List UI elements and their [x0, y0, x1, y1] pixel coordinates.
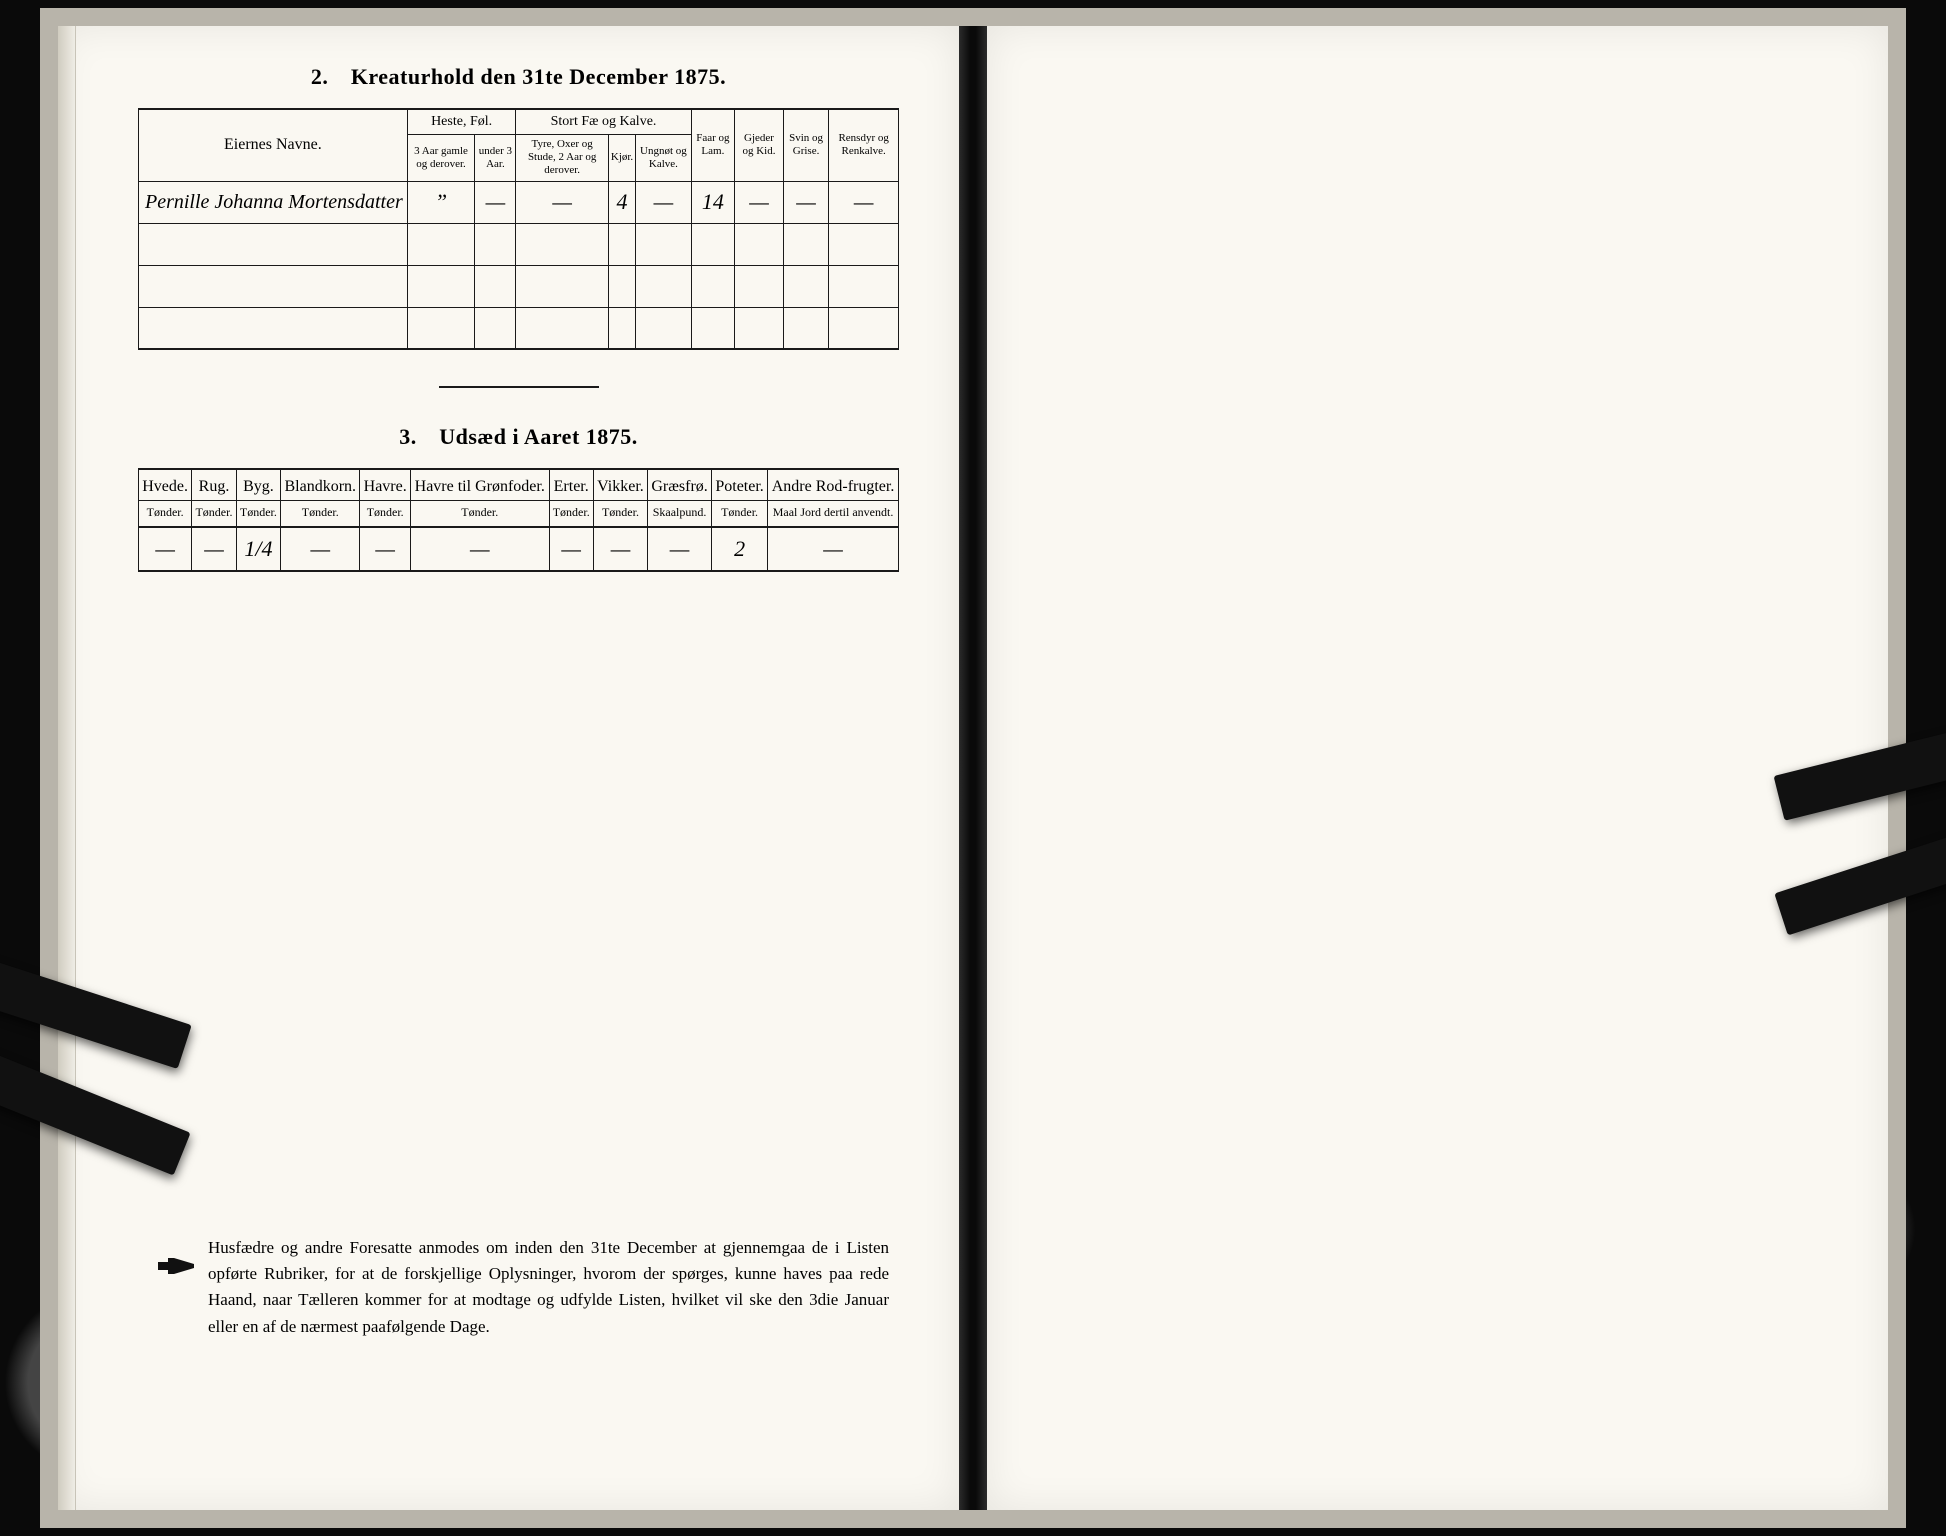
book-edge: [40, 8, 1906, 26]
table2-title: 3. Udsæd i Aaret 1875.: [138, 424, 899, 450]
col-owner-name: Eiernes Navne.: [139, 109, 408, 181]
cell-pigs: —: [783, 181, 829, 223]
seed-col-unit: Tønder.: [593, 501, 647, 528]
col-pigs: Svin og Grise.: [783, 109, 829, 181]
seed-col-unit: Tønder.: [712, 501, 768, 528]
col-group-horses: Heste, Føl.: [407, 109, 516, 135]
right-page-blank: [987, 26, 1888, 1510]
col-sheep: Faar og Lam.: [691, 109, 735, 181]
seed-cell: —: [768, 527, 899, 571]
seed-col-header: Havre til Grønfoder.: [410, 469, 549, 501]
seed-col-header: Byg.: [236, 469, 280, 501]
seed-col-header: Poteter.: [712, 469, 768, 501]
seed-col-header: Rug.: [192, 469, 236, 501]
seed-col-unit: Skaalpund.: [648, 501, 712, 528]
left-page: 2. Kreaturhold den 31te December 1875. E…: [58, 26, 959, 1510]
cell-owner-name: Pernille Johanna Mortensdatter: [139, 181, 408, 223]
seed-col-unit: Tønder.: [236, 501, 280, 528]
seed-col-header: Hvede.: [139, 469, 192, 501]
seed-col-unit: Maal Jord dertil anvendt.: [768, 501, 899, 528]
seed-col-header: Havre.: [360, 469, 411, 501]
cell-goats: —: [735, 181, 784, 223]
seed-cell: —: [549, 527, 593, 571]
seed-cell: —: [360, 527, 411, 571]
cell-c1: —: [516, 181, 608, 223]
empty-cell: [139, 307, 408, 349]
seed-cell: —: [410, 527, 549, 571]
seed-col-header: Vikker.: [593, 469, 647, 501]
col-bulls-oxen: Tyre, Oxer og Stude, 2 Aar og derover.: [516, 135, 608, 182]
col-calves: Ungnøt og Kalve.: [636, 135, 691, 182]
seed-cell: —: [139, 527, 192, 571]
col-reindeer: Rensdyr og Renkalve.: [829, 109, 899, 181]
empty-cell: [139, 223, 408, 265]
cell-sheep: 14: [691, 181, 735, 223]
seed-cell: —: [192, 527, 236, 571]
col-group-cattle: Stort Fæ og Kalve.: [516, 109, 691, 135]
seed-col-unit: Tønder.: [360, 501, 411, 528]
footnote-text: Husfædre og andre Foresatte anmodes om i…: [208, 1235, 889, 1340]
cell-h1: ”: [407, 181, 475, 223]
seed-col-header: Græsfrø.: [648, 469, 712, 501]
divider-rule: [439, 386, 599, 388]
seed-col-unit: Tønder.: [192, 501, 236, 528]
seed-col-unit: Tønder.: [281, 501, 360, 528]
cell-c3: —: [636, 181, 691, 223]
seed-col-unit: Tønder.: [410, 501, 549, 528]
seed-cell: —: [281, 527, 360, 571]
seed-col-header: Andre Rod-frugter.: [768, 469, 899, 501]
seed-cell: —: [648, 527, 712, 571]
seed-table: Hvede.Rug.Byg.Blandkorn.Havre.Havre til …: [138, 468, 899, 572]
book-edge: [40, 1510, 1906, 1528]
seed-cell: 2: [712, 527, 768, 571]
col-goats: Gjeder og Kid.: [735, 109, 784, 181]
cell-reindeer: —: [829, 181, 899, 223]
pointing-hand-icon: [156, 1254, 198, 1278]
book-gutter: [959, 26, 987, 1510]
seed-col-header: Blandkorn.: [281, 469, 360, 501]
cell-h2: —: [475, 181, 516, 223]
seed-cell: —: [593, 527, 647, 571]
col-horses-3plus: 3 Aar gamle og derover.: [407, 135, 475, 182]
cell-c2: 4: [608, 181, 635, 223]
seed-col-unit: Tønder.: [549, 501, 593, 528]
seed-cell: 1/4: [236, 527, 280, 571]
empty-cell: [139, 265, 408, 307]
col-cows: Kjør.: [608, 135, 635, 182]
seed-col-unit: Tønder.: [139, 501, 192, 528]
book-edge: [40, 8, 58, 1528]
seed-col-header: Erter.: [549, 469, 593, 501]
livestock-table: Eiernes Navne. Heste, Føl. Stort Fæ og K…: [138, 108, 899, 350]
page-fold: [58, 26, 76, 1510]
table1-title: 2. Kreaturhold den 31te December 1875.: [138, 64, 899, 90]
col-horses-under3: under 3 Aar.: [475, 135, 516, 182]
